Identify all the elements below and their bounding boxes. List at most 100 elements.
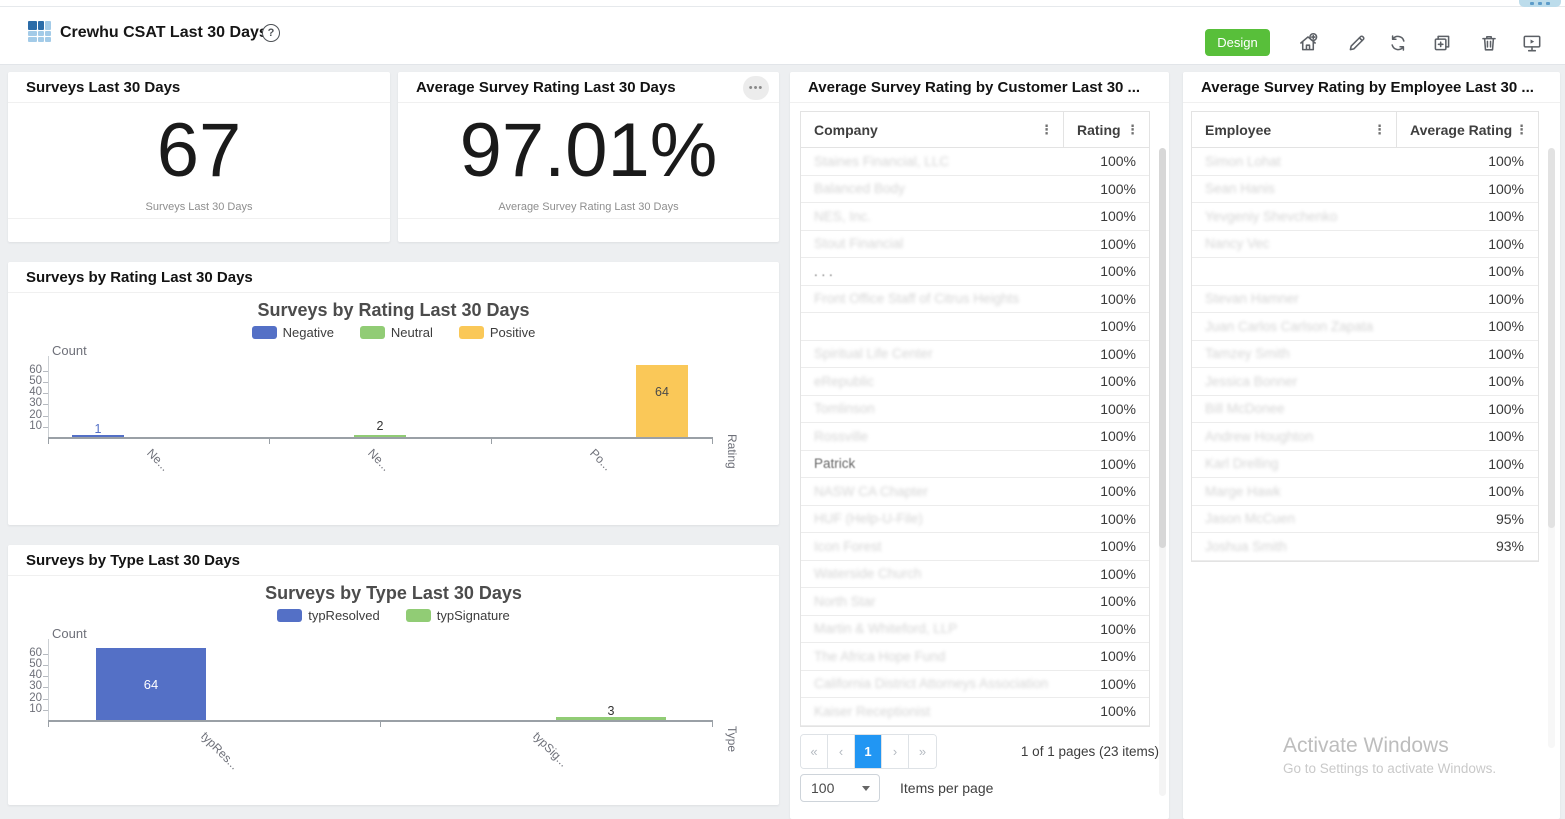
rating-value: 100% bbox=[1488, 263, 1524, 280]
legend-swatch-typsignature bbox=[405, 608, 431, 622]
column-menu-icon[interactable]: ⋮ bbox=[1126, 121, 1139, 137]
legend-item[interactable]: Negative bbox=[251, 325, 334, 340]
rating-value: 100% bbox=[1488, 483, 1524, 500]
legend-item[interactable]: Neutral bbox=[359, 325, 433, 340]
avg-rating-by-customer-card: Average Survey Rating by Customer Last 3… bbox=[790, 72, 1169, 819]
rating-value: 100% bbox=[1100, 675, 1136, 692]
company-name: Staines Financial, LLC bbox=[814, 153, 950, 169]
table-body: Simon Lohat 100% Sean Hanis 100% Yevgeni… bbox=[1192, 148, 1538, 561]
surveys-count-value: 67 bbox=[156, 108, 242, 193]
legend-label: Positive bbox=[489, 324, 536, 340]
employee-name: Yevgeniy Shevchenko bbox=[1205, 208, 1338, 224]
legend-item[interactable]: Positive bbox=[458, 324, 536, 340]
table-row: Tomlinson 100% bbox=[801, 396, 1149, 423]
x-tick-label: Ne... bbox=[144, 446, 172, 474]
column-header-rating[interactable]: Rating ⋮ bbox=[1063, 112, 1149, 147]
y-axis-title: Count bbox=[52, 343, 87, 358]
rating-value: 100% bbox=[1488, 153, 1524, 170]
table-row: NES, Inc. 100% bbox=[801, 203, 1149, 231]
company-name: Spiritual Life Center bbox=[814, 346, 933, 362]
rating-value: 100% bbox=[1100, 703, 1136, 720]
page-number-button[interactable]: 1 bbox=[855, 735, 882, 768]
scrollbar-thumb[interactable] bbox=[1159, 148, 1166, 548]
rating-value: 100% bbox=[1100, 538, 1136, 555]
dashboard-logo-icon bbox=[28, 21, 51, 42]
page-title: Crewhu CSAT Last 30 Days bbox=[60, 24, 268, 41]
column-header-employee[interactable]: Employee ⋮ bbox=[1192, 112, 1396, 147]
activate-windows-watermark: Activate Windows Go to Settings to activ… bbox=[1283, 734, 1496, 776]
rating-value: 100% bbox=[1100, 290, 1136, 307]
x-axis-title: Type bbox=[725, 725, 739, 752]
employee-name: Karl Drelling bbox=[1205, 456, 1279, 472]
legend-label: typSignature bbox=[436, 607, 510, 623]
table-row: Patrick 100% bbox=[801, 451, 1149, 478]
rating-value: 100% bbox=[1100, 428, 1136, 445]
table-row: Jessica Bonner 100% bbox=[1192, 368, 1538, 396]
table-row: Rossville 100% bbox=[801, 423, 1149, 451]
prev-page-button[interactable]: ‹ bbox=[828, 735, 855, 768]
dot-icon bbox=[1538, 2, 1542, 5]
table-row: Sean Hanis 100% bbox=[1192, 176, 1538, 203]
column-menu-icon[interactable]: ⋮ bbox=[1040, 121, 1053, 137]
add-to-home-button[interactable] bbox=[1297, 32, 1319, 54]
rating-value: 93% bbox=[1495, 538, 1524, 555]
card-title: Surveys by Type Last 30 Days bbox=[8, 545, 779, 576]
edit-button[interactable] bbox=[1346, 32, 1368, 54]
present-button[interactable] bbox=[1521, 32, 1543, 54]
company-name: Stout Financial bbox=[814, 236, 904, 252]
bar-chart-plot: 60 50 40 30 20 10 1 2 64 Ne... Ne... Po.… bbox=[29, 356, 739, 474]
card-menu-ellipsis-icon[interactable]: ••• bbox=[743, 76, 769, 100]
table-row: Martin & Whiteford, LLP 100% bbox=[801, 616, 1149, 643]
watermark-line1: Activate Windows bbox=[1283, 734, 1449, 757]
chart-legend: Negative Neutral Positive bbox=[8, 324, 779, 340]
column-menu-icon[interactable]: ⋮ bbox=[1515, 121, 1528, 137]
items-per-page-select[interactable]: 100 bbox=[800, 774, 880, 802]
help-icon[interactable]: ? bbox=[262, 24, 280, 42]
duplicate-button[interactable] bbox=[1431, 32, 1453, 54]
column-header-company[interactable]: Company ⋮ bbox=[801, 112, 1063, 147]
table-body: Staines Financial, LLC 100% Balanced Bod… bbox=[801, 148, 1149, 726]
table-row: 100% bbox=[1192, 258, 1538, 286]
card-title: Average Survey Rating by Customer Last 3… bbox=[790, 72, 1169, 103]
column-label: Employee bbox=[1205, 121, 1272, 138]
table-row: Simon Lohat 100% bbox=[1192, 148, 1538, 176]
browser-tab-pill[interactable] bbox=[1519, 0, 1561, 7]
legend-label: typResolved bbox=[308, 607, 380, 623]
column-menu-icon[interactable]: ⋮ bbox=[1373, 121, 1386, 137]
company-name: HUF (Help-U-File) bbox=[814, 511, 923, 527]
employee-name: Bill McDonee bbox=[1205, 401, 1285, 417]
surveys-count-caption: Surveys Last 30 Days bbox=[145, 201, 253, 213]
copy-plus-icon bbox=[1434, 35, 1450, 51]
column-label: Average Rating bbox=[1410, 121, 1513, 138]
legend-item[interactable]: typResolved bbox=[277, 608, 380, 623]
legend-swatch-typresolved bbox=[277, 608, 303, 622]
bar-value-label: 64 bbox=[655, 385, 669, 399]
column-header-average-rating[interactable]: Average Rating ⋮ bbox=[1396, 112, 1538, 147]
scrollbar-thumb[interactable] bbox=[1548, 148, 1555, 528]
legend-item[interactable]: typSignature bbox=[405, 607, 510, 623]
first-page-button[interactable]: « bbox=[801, 735, 828, 768]
rating-value: 100% bbox=[1100, 153, 1136, 170]
chart-title: Surveys by Rating Last 30 Days bbox=[257, 300, 530, 320]
refresh-button[interactable] bbox=[1387, 32, 1409, 54]
table-row: Jason McCuen 95% bbox=[1192, 506, 1538, 533]
rating-value: 100% bbox=[1488, 455, 1524, 472]
last-page-button[interactable]: » bbox=[909, 735, 936, 768]
rating-value: 100% bbox=[1100, 345, 1136, 362]
card-title: Surveys Last 30 Days bbox=[8, 72, 390, 103]
design-button[interactable]: Design bbox=[1205, 29, 1270, 56]
company-name: Patrick bbox=[814, 456, 856, 472]
pencil-icon bbox=[1349, 35, 1365, 51]
bar-value-label: 64 bbox=[143, 677, 159, 692]
card-title: Surveys by Rating Last 30 Days bbox=[8, 262, 779, 293]
delete-button[interactable] bbox=[1478, 32, 1500, 54]
pager-buttons: « ‹ 1 › » bbox=[800, 734, 937, 769]
next-page-button[interactable]: › bbox=[882, 735, 909, 768]
company-name: Tomlinson bbox=[814, 401, 875, 417]
x-tick-label: Po... bbox=[587, 446, 615, 474]
table-row: Icon Forest 100% bbox=[801, 533, 1149, 561]
table-scrollbar[interactable] bbox=[1159, 148, 1166, 796]
table-scrollbar[interactable] bbox=[1548, 148, 1555, 748]
table-row: Karl Drelling 100% bbox=[1192, 451, 1538, 478]
rating-value: 100% bbox=[1100, 180, 1136, 197]
